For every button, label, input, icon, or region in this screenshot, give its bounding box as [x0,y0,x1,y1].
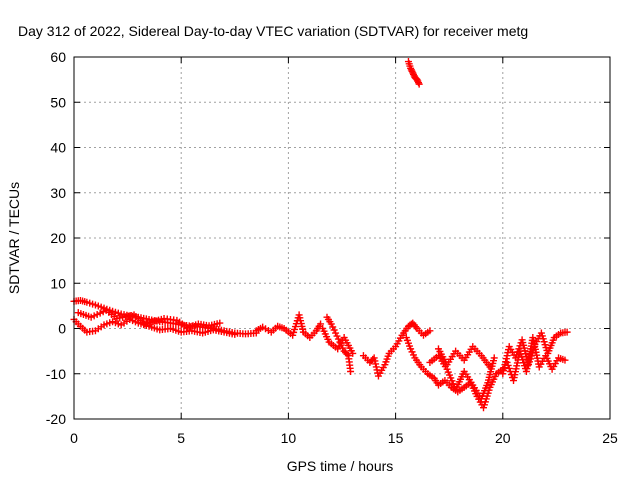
data-point [415,80,423,88]
data-point [347,367,355,375]
x-tick-label: 10 [281,430,297,446]
x-tick-label: 15 [388,430,404,446]
y-axis-title: SDTVAR / TECUs [6,182,22,294]
y-tick-label: -10 [46,366,66,382]
axis-ticks [73,56,611,420]
data-point [349,349,357,357]
x-tick-label: 5 [177,430,185,446]
x-axis-title: GPS time / hours [287,458,394,474]
x-tick-label: 0 [70,430,78,446]
data-point [414,79,422,87]
data-point [343,350,351,358]
grid-lines [74,57,610,419]
y-tick-label: 60 [50,49,66,65]
data-point [231,330,239,338]
y-tick-label: 20 [50,230,66,246]
y-tick-labels: -20 -10 0 10 20 30 40 50 60 [46,49,66,427]
data-point [561,356,569,364]
y-tick-label: 30 [50,185,66,201]
y-tick-label: 10 [50,275,66,291]
data-point [426,327,434,335]
data-point [317,320,325,328]
data-point [563,328,571,336]
data-points [70,58,571,412]
x-tick-labels: 0 5 10 15 20 25 [70,430,618,446]
data-point [490,354,498,362]
y-tick-label: 0 [58,321,66,337]
y-tick-label: 40 [50,140,66,156]
data-point [216,319,224,327]
x-tick-label: 25 [602,430,618,446]
chart-title: Day 312 of 2022, Sidereal Day-to-day VTE… [18,23,528,39]
y-tick-label: 50 [50,94,66,110]
data-point [486,363,494,371]
x-tick-label: 20 [495,430,511,446]
y-tick-label: -20 [46,411,66,427]
